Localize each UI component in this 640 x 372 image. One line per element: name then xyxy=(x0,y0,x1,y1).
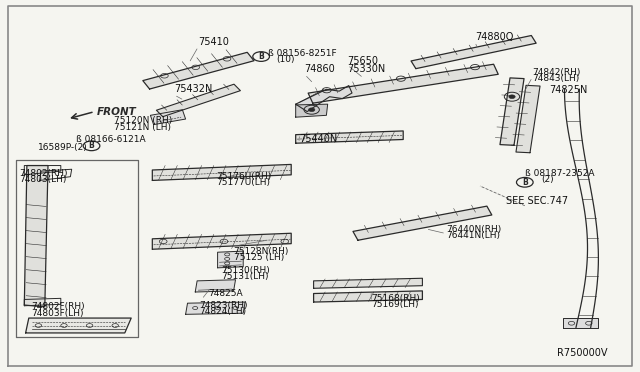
Text: (2): (2) xyxy=(541,175,554,184)
Polygon shape xyxy=(24,166,48,307)
Text: B: B xyxy=(522,178,527,187)
Polygon shape xyxy=(411,35,536,69)
Text: B: B xyxy=(89,141,94,150)
Text: 75440N: 75440N xyxy=(299,134,337,144)
Text: 74825A: 74825A xyxy=(208,289,243,298)
Polygon shape xyxy=(516,85,540,153)
Polygon shape xyxy=(150,110,186,125)
Polygon shape xyxy=(353,206,492,240)
Text: 75168(RH): 75168(RH) xyxy=(371,294,420,303)
Polygon shape xyxy=(500,78,524,145)
Text: 74860: 74860 xyxy=(305,64,335,74)
Polygon shape xyxy=(152,164,291,180)
Polygon shape xyxy=(16,160,138,337)
Text: 74843(LH): 74843(LH) xyxy=(532,74,580,83)
Text: FRONT: FRONT xyxy=(97,107,137,116)
Text: 75176U(RH): 75176U(RH) xyxy=(216,172,271,181)
Text: 74824(LH): 74824(LH) xyxy=(200,307,247,316)
Text: 74842(RH): 74842(RH) xyxy=(532,68,581,77)
Polygon shape xyxy=(314,278,422,288)
Text: 74803F(LH): 74803F(LH) xyxy=(31,309,83,318)
Text: 75410: 75410 xyxy=(198,36,229,46)
Circle shape xyxy=(308,108,315,112)
Polygon shape xyxy=(296,86,352,112)
Text: ß 08166-6121A: ß 08166-6121A xyxy=(76,135,145,144)
Text: 75432N: 75432N xyxy=(174,84,212,94)
Text: 75121N (LH): 75121N (LH) xyxy=(114,123,171,132)
Text: 74802(RH): 74802(RH) xyxy=(19,169,68,178)
Text: (10): (10) xyxy=(276,55,295,64)
Text: 75120N (RH): 75120N (RH) xyxy=(114,116,172,125)
Polygon shape xyxy=(308,64,499,103)
Text: 74825N: 74825N xyxy=(549,85,588,95)
Text: 74802F(RH): 74802F(RH) xyxy=(31,302,84,311)
Text: 75131(LH): 75131(LH) xyxy=(221,272,268,281)
Text: ß 08156-8251F: ß 08156-8251F xyxy=(268,49,336,58)
Text: 75130(RH): 75130(RH) xyxy=(221,266,269,275)
Polygon shape xyxy=(218,251,243,268)
Text: 75650: 75650 xyxy=(348,56,378,66)
Circle shape xyxy=(509,95,515,99)
Text: B: B xyxy=(259,52,264,61)
Text: 16589P-(2): 16589P-(2) xyxy=(38,143,88,152)
Text: 75177U(LH): 75177U(LH) xyxy=(216,178,270,187)
Text: SEE SEC.747: SEE SEC.747 xyxy=(506,196,568,206)
Polygon shape xyxy=(143,52,254,89)
Polygon shape xyxy=(314,291,422,302)
Polygon shape xyxy=(296,104,328,117)
Polygon shape xyxy=(186,302,245,314)
Text: 75125 (LH): 75125 (LH) xyxy=(234,253,284,262)
Text: 75330N: 75330N xyxy=(348,64,386,74)
Text: 74880Q: 74880Q xyxy=(475,32,513,42)
Polygon shape xyxy=(563,318,598,328)
Polygon shape xyxy=(152,233,291,249)
Text: ß 08187-2352A: ß 08187-2352A xyxy=(525,169,595,178)
Text: 75128N(RH): 75128N(RH) xyxy=(234,247,289,256)
Polygon shape xyxy=(26,318,131,333)
Text: 74803(LH): 74803(LH) xyxy=(19,175,67,184)
Text: 74823(RH): 74823(RH) xyxy=(200,301,248,310)
Text: 75169(LH): 75169(LH) xyxy=(371,300,419,309)
Text: 76441N(LH): 76441N(LH) xyxy=(446,231,500,240)
Text: R750000V: R750000V xyxy=(557,348,607,358)
Polygon shape xyxy=(195,280,236,292)
Polygon shape xyxy=(156,84,241,117)
Polygon shape xyxy=(296,131,403,143)
Text: 76440N(RH): 76440N(RH) xyxy=(446,225,501,234)
